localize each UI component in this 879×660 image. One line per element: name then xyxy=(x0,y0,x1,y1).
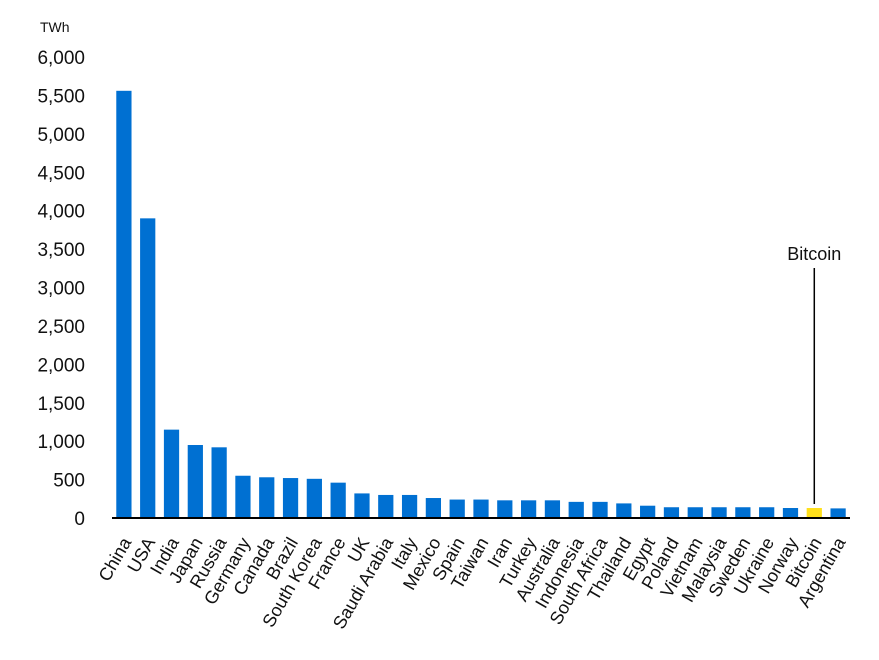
y-tick-label: 5,000 xyxy=(37,125,85,146)
bar-south-korea xyxy=(306,478,322,518)
bar-canada xyxy=(259,477,275,518)
y-tick-label: 4,500 xyxy=(37,163,85,184)
bar-china xyxy=(116,90,132,518)
bitcoin-annotation: Bitcoin xyxy=(787,244,841,264)
y-axis: 0 500 1,000 1,500 2,000 2,500 3,000 3,500 4,000 4… xyxy=(37,48,85,530)
bar-egypt xyxy=(640,505,656,518)
y-tick-label: 2,000 xyxy=(37,355,85,376)
bar-argentina xyxy=(830,508,846,518)
bar-brazil xyxy=(282,478,299,518)
bar-norway xyxy=(782,508,799,518)
y-tick-label: 6,000 xyxy=(37,48,85,69)
bar-uk xyxy=(354,493,370,518)
bar-italy xyxy=(401,494,418,518)
bar-sweden xyxy=(735,507,751,518)
bar-india xyxy=(163,429,180,518)
bar-ukraine xyxy=(759,507,775,518)
y-tick-label: 1,500 xyxy=(37,394,85,415)
bar-spain xyxy=(449,499,465,518)
bar-vietnam xyxy=(687,507,703,518)
bar-iran xyxy=(497,500,513,518)
bar-australia xyxy=(544,500,561,518)
y-tick-label: 3,500 xyxy=(37,240,85,261)
bar-russia xyxy=(211,447,227,518)
x-axis: ChinaUSAIndiaJapanRussiaGermanyCanadaBra… xyxy=(95,533,851,632)
bar-poland xyxy=(663,507,680,518)
y-tick-label: 4,000 xyxy=(37,202,85,223)
bar-germany xyxy=(235,475,251,518)
bar-usa xyxy=(140,218,156,518)
y-tick-label: 500 xyxy=(53,471,85,492)
bar-japan xyxy=(187,445,203,518)
y-tick-label: 2,500 xyxy=(37,317,85,338)
y-tick-label: 0 xyxy=(74,509,85,530)
bars xyxy=(116,90,846,518)
bar-south-africa xyxy=(592,501,608,518)
y-tick-label: 3,000 xyxy=(37,279,85,300)
y-tick-label: 1,000 xyxy=(37,432,85,453)
bar-bitcoin xyxy=(806,508,822,518)
y-unit-label: TWh xyxy=(40,19,70,35)
y-tick-label: 5,500 xyxy=(37,86,85,107)
bar-france xyxy=(330,482,346,518)
bar-turkey xyxy=(520,500,537,518)
bar-taiwan xyxy=(473,499,489,518)
bar-mexico xyxy=(425,498,442,518)
bar-thailand xyxy=(616,503,632,518)
bar-malaysia xyxy=(711,507,727,518)
bar-saudi-arabia xyxy=(378,494,394,518)
bar-indonesia xyxy=(568,501,584,518)
